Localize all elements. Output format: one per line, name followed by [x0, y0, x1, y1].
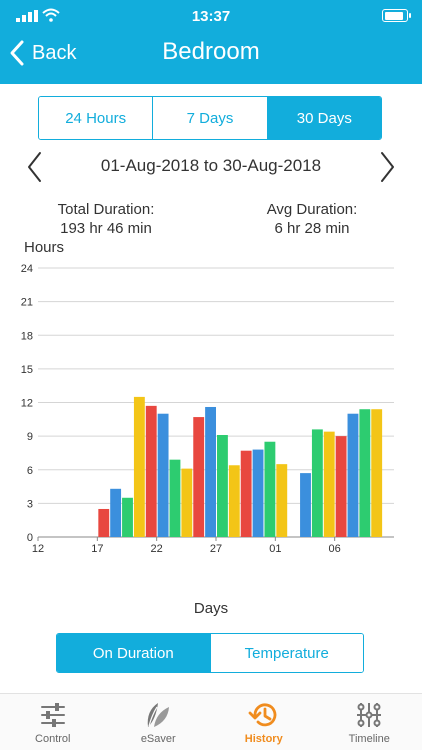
chart-bar: [335, 436, 347, 537]
chart-bar: [228, 465, 240, 537]
tab-timeline-label: Timeline: [348, 733, 390, 745]
chart-bar: [157, 413, 169, 537]
wifi-icon: [42, 8, 60, 22]
status-bar: 13:37: [0, 0, 422, 32]
y-tick-label: 24: [21, 263, 33, 275]
leaves-icon: [147, 703, 170, 727]
battery-icon: [382, 9, 411, 22]
x-axis-title: Days: [193, 600, 229, 617]
chart-bar: [122, 497, 133, 537]
chart-bar: [110, 488, 122, 537]
chevron-right-icon: [381, 152, 394, 182]
chart-bar: [264, 441, 276, 537]
chart-bar: [98, 508, 110, 537]
metric-toggle: On Duration Temperature: [56, 633, 364, 673]
y-axis-title: Hours: [24, 239, 64, 256]
chart-bar: [133, 396, 145, 537]
nav-header: 13:37 Back Bedroom: [0, 0, 422, 84]
tab-esaver[interactable]: eSaver: [106, 694, 212, 750]
tab-30-days[interactable]: 30 Days: [266, 97, 381, 139]
tab-7-days[interactable]: 7 Days: [152, 97, 267, 139]
chart-bar: [347, 413, 359, 537]
chart-bar: [145, 405, 157, 537]
y-tick-label: 12: [21, 398, 33, 410]
chevron-left-icon: [28, 152, 41, 182]
date-range-label: 01-Aug-2018 to 30-Aug-2018: [100, 156, 322, 175]
chart-bar: [311, 429, 323, 537]
sliders-icon: [40, 703, 65, 727]
chart-bar: [276, 464, 288, 537]
previous-range-button[interactable]: [22, 150, 48, 184]
timeline-icon: [357, 703, 382, 727]
x-tick-label: 12: [32, 543, 44, 555]
y-tick-label: 9: [27, 431, 33, 443]
total-duration-stat: Total Duration: 193 hr 46 min: [16, 200, 196, 238]
x-tick-label: 06: [329, 543, 341, 555]
y-tick-label: 18: [21, 330, 33, 342]
y-tick-label: 21: [21, 297, 33, 309]
y-tick-label: 6: [27, 465, 33, 477]
chart-bar: [359, 409, 371, 537]
chart-bar: [371, 409, 383, 537]
x-tick-label: 22: [151, 543, 163, 555]
chart-bar: [323, 431, 335, 537]
date-range-navigator: 01-Aug-2018 to 30-Aug-2018: [0, 150, 422, 184]
x-tick-label: 17: [91, 543, 103, 555]
tab-control-label: Control: [35, 733, 71, 745]
tab-history-label: History: [244, 733, 283, 745]
on-duration-button[interactable]: On Duration: [57, 634, 210, 672]
duration-chart: Hours 0 3 6 9 12 15 18 21 24 12 17 22 27 01 06: [0, 232, 422, 562]
history-icon: [248, 703, 277, 727]
y-tick-label: 0: [27, 532, 33, 544]
avg-duration-label: Avg Duration:: [266, 201, 358, 218]
tab-bar: Control eSaver History: [0, 693, 422, 750]
total-duration-label: Total Duration:: [57, 201, 155, 218]
bar-chart: Hours 0 3 6 9 12 15 18 21 24 12 17 22 27 01 06: [21, 239, 394, 555]
next-range-button[interactable]: [374, 150, 400, 184]
period-selector: 24 Hours 7 Days 30 Days: [38, 96, 382, 140]
tab-control[interactable]: Control: [0, 694, 106, 750]
y-tick-label: 15: [21, 364, 33, 376]
tab-esaver-label: eSaver: [140, 733, 176, 745]
chart-bar: [240, 450, 252, 537]
avg-duration-stat: Avg Duration: 6 hr 28 min: [222, 200, 402, 238]
avg-duration-value: 6 hr 28 min: [274, 220, 350, 237]
chart-bar: [181, 468, 193, 537]
x-tick-label: 01: [269, 543, 281, 555]
chart-bar: [217, 435, 228, 537]
tab-24-hours[interactable]: 24 Hours: [39, 97, 153, 139]
back-button[interactable]: Back: [8, 38, 76, 68]
chevron-left-icon: [10, 40, 24, 66]
chart-bar: [205, 406, 216, 537]
back-label: Back: [32, 41, 77, 64]
tab-history[interactable]: History: [211, 694, 317, 750]
cellular-signal-icon: [16, 10, 38, 22]
chart-bar: [300, 473, 311, 537]
chart-bar: [193, 417, 205, 537]
x-tick-label: 27: [210, 543, 222, 555]
temperature-button[interactable]: Temperature: [209, 634, 363, 672]
y-tick-label: 3: [27, 498, 33, 510]
chart-bar: [169, 459, 181, 537]
battery-level: [384, 11, 403, 20]
total-duration-value: 193 hr 46 min: [60, 220, 152, 237]
status-time: 13:37: [191, 8, 231, 25]
tab-timeline[interactable]: Timeline: [317, 694, 422, 750]
chart-bar: [252, 449, 264, 537]
